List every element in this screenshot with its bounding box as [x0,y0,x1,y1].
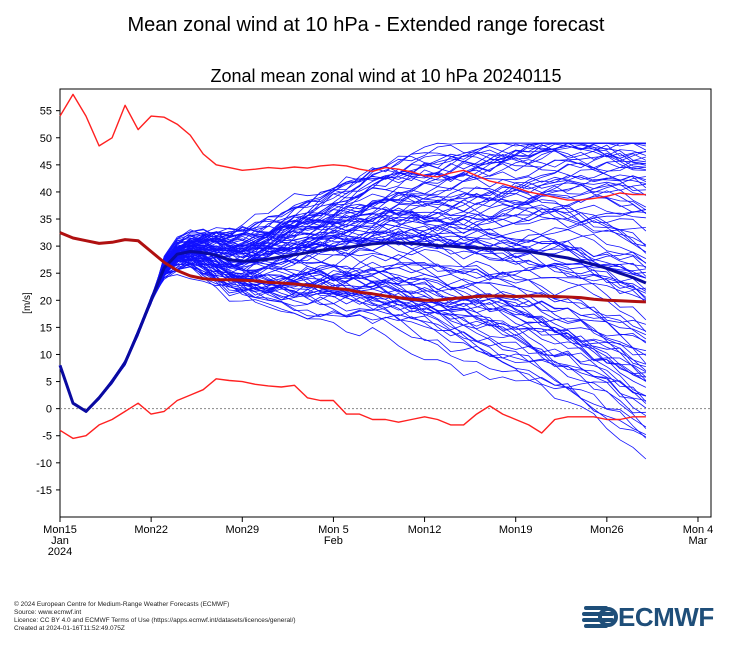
chart-title: Zonal mean zonal wind at 10 hPa 20240115 [211,66,562,86]
y-tick-label: 15 [40,322,52,334]
x-tick-label: Mon 4 [683,524,714,536]
ecmwf-logo: ECMWF [582,602,722,632]
x-tick-label: Mon29 [225,524,259,536]
ensemble-member-line [59,239,647,413]
x-tick-label: Mon19 [499,524,533,536]
y-tick-label: 10 [40,349,52,361]
ensemble-member-line [59,259,647,413]
y-tick-label: -15 [36,485,52,497]
ensemble-member-line [59,259,647,413]
climatology-min-line [59,378,646,440]
x-tick-label: Mon22 [134,524,168,536]
y-tick-label: 20 [40,295,52,307]
y-tick-label: -5 [42,431,52,443]
ensemble-member-line [59,231,646,412]
ensemble-member-line [59,244,647,412]
climatology-max-line [59,93,646,201]
y-tick-label: 30 [40,241,52,253]
plot-frame [59,88,712,518]
ensemble-member-line [59,154,646,411]
y-tick-label: 45 [40,160,52,172]
y-tick-label: -10 [36,458,52,470]
ensemble-member-line [59,230,647,412]
y-tick-label: 35 [40,214,52,226]
x-tick-label: Jan [51,535,69,547]
ensemble-member-line [59,155,646,412]
ecmwf-logo-icon [582,606,618,628]
footer-copyright: © 2024 European Centre for Medium-Range … [14,601,230,608]
ensemble-member-line [59,233,647,411]
ensemble-member-line [59,259,647,411]
footer: © 2024 European Centre for Medium-Range … [14,601,296,633]
x-tick-label: Mon 5 [318,524,349,536]
footer-licence: Licence: CC BY 4.0 and ECMWF Terms of Us… [14,617,296,624]
x-tick-label: Mon12 [408,524,442,536]
ensemble-member-line [59,260,646,414]
y-tick-label: 0 [46,404,52,416]
ensemble-mean-line [58,241,647,413]
page-title: Mean zonal wind at 10 hPa - Extended ran… [127,14,605,36]
x-tick-label: Mar [689,535,708,547]
x-tick-label: Mon15 [43,524,77,536]
ecmwf-logo-text: ECMWF [618,602,714,632]
y-tick-label: 25 [40,268,52,280]
footer-source: Source: www.ecmwf.int [14,609,82,616]
x-tick-label: 2024 [48,546,72,558]
x-tick-label: Mon26 [590,524,624,536]
y-tick-label: 40 [40,187,52,199]
ensemble-member-line [59,260,647,435]
statistic-lines-group [58,93,647,440]
zonal-wind-chart: Zonal mean zonal wind at 10 hPa 20240115… [22,66,713,558]
climatology-line [59,231,646,304]
footer-created: Created at 2024-01-16T11:52:49.075Z [14,625,125,632]
y-tick-label: 55 [40,106,52,118]
x-tick-label: Feb [324,535,343,547]
y-axis-label: [m/s] [22,292,33,314]
y-tick-label: 50 [40,133,52,145]
y-axis: -15 -10 -5 0 5 10 15 20 25 30 35 40 45 50 55 [36,106,60,497]
ensemble-member-line [59,191,646,413]
y-tick-label: 5 [46,377,52,389]
